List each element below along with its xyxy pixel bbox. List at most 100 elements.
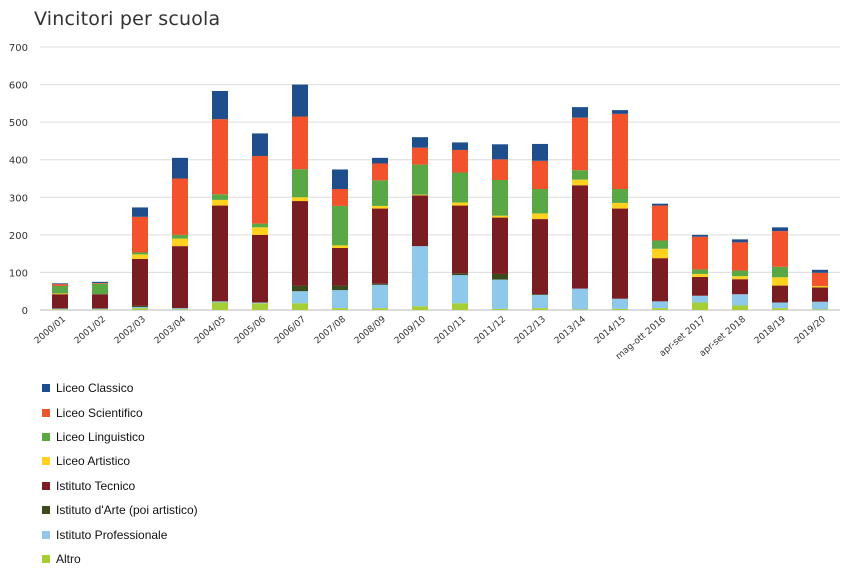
bar-segment bbox=[172, 157, 188, 179]
legend-swatch bbox=[42, 506, 50, 515]
x-tick-label: 2002/03 bbox=[113, 315, 148, 347]
legend: Liceo Classico Liceo Scientifico Liceo Lin… bbox=[42, 376, 198, 571]
legend-label: Istituto Tecnico bbox=[56, 478, 136, 493]
bar-segment bbox=[292, 285, 308, 292]
x-tick-label: 2013/14 bbox=[553, 314, 588, 346]
x-tick-label: 2007/08 bbox=[313, 314, 348, 346]
x-tick-label: 2006/07 bbox=[273, 315, 308, 347]
legend-label: Liceo Linguistico bbox=[56, 429, 145, 444]
legend-swatch bbox=[42, 432, 50, 441]
bar-segment bbox=[412, 194, 428, 196]
bar-segment bbox=[372, 205, 388, 209]
bar-segment bbox=[732, 242, 748, 271]
bar-segment bbox=[412, 147, 428, 165]
bar-segment bbox=[212, 301, 228, 303]
bar-segment bbox=[332, 169, 348, 190]
bar-segment bbox=[252, 302, 268, 304]
bar-segment bbox=[212, 199, 228, 206]
bar-segment bbox=[372, 163, 388, 181]
bar-segment bbox=[572, 179, 588, 186]
bar-segment bbox=[732, 239, 748, 243]
bar-segment bbox=[332, 189, 348, 206]
bar-segment bbox=[532, 219, 548, 295]
bar-segment bbox=[252, 223, 268, 228]
y-tick-label: 100 bbox=[9, 268, 28, 279]
bar-segment bbox=[372, 308, 388, 310]
legend-item: Liceo Classico bbox=[42, 376, 198, 400]
bar-segment bbox=[172, 246, 188, 309]
y-tick-label: 200 bbox=[9, 231, 28, 242]
bar-segment bbox=[772, 277, 788, 286]
y-tick-label: 500 bbox=[9, 118, 28, 129]
bar-segment bbox=[52, 309, 68, 310]
x-tick-label: 2010/11 bbox=[433, 315, 468, 347]
bar-segment bbox=[372, 284, 388, 309]
legend-swatch bbox=[42, 408, 50, 417]
y-tick-label: 700 bbox=[9, 43, 28, 54]
y-axis-ticks: 0 100 200 300 400 500 600 700 bbox=[9, 43, 28, 317]
legend-item: Liceo Linguistico bbox=[42, 425, 198, 449]
bar-segment bbox=[492, 273, 508, 280]
bar-segment bbox=[52, 308, 68, 310]
bar-segment bbox=[132, 207, 148, 217]
legend-label: Liceo Classico bbox=[56, 381, 134, 396]
bar-stack bbox=[492, 144, 508, 310]
bar-segment bbox=[652, 205, 668, 241]
bar-segment bbox=[692, 302, 708, 310]
bar-segment bbox=[452, 275, 468, 304]
bar-segment bbox=[252, 303, 268, 310]
legend-item: Liceo Scientifico bbox=[42, 400, 198, 424]
bar-stack bbox=[652, 203, 668, 310]
bar-segment bbox=[492, 180, 508, 216]
bar-segment bbox=[412, 164, 428, 195]
bar-segment bbox=[532, 143, 548, 161]
bar-segment bbox=[252, 227, 268, 235]
bar-segment bbox=[812, 287, 828, 302]
bar-segment bbox=[252, 234, 268, 303]
bar-stack bbox=[532, 143, 548, 310]
legend-item: Liceo Artistico bbox=[42, 449, 198, 473]
bar-segment bbox=[772, 285, 788, 303]
bar-segment bbox=[412, 306, 428, 310]
bar-segment bbox=[132, 252, 148, 255]
bar-segment bbox=[172, 309, 188, 310]
bar-segment bbox=[572, 117, 588, 171]
bar-segment bbox=[572, 107, 588, 118]
bar-stack bbox=[252, 133, 268, 310]
bar-segment bbox=[332, 245, 348, 249]
legend-item: Istituto d'Arte (poi artistico) bbox=[42, 498, 198, 522]
bar-segment bbox=[332, 290, 348, 309]
bar-segment bbox=[132, 254, 148, 259]
bar-segment bbox=[332, 308, 348, 310]
bar-segment bbox=[132, 305, 148, 307]
x-tick-label: 2005/06 bbox=[233, 314, 268, 346]
bar-segment bbox=[652, 240, 668, 249]
bar-segment bbox=[332, 205, 348, 246]
bar-stack bbox=[52, 283, 68, 310]
bar-segment bbox=[172, 238, 188, 247]
bar-segment bbox=[692, 273, 708, 277]
bar-segment bbox=[292, 169, 308, 198]
bar-stack bbox=[92, 281, 108, 310]
bar-stack bbox=[212, 90, 228, 310]
y-tick-label: 300 bbox=[9, 193, 28, 204]
bar-segment bbox=[812, 285, 828, 288]
bar-segment bbox=[412, 137, 428, 148]
bar-stack bbox=[772, 227, 788, 310]
x-tick-label: 2000/01 bbox=[33, 315, 68, 347]
x-tick-label: 2019/20 bbox=[793, 314, 828, 346]
legend-item: Altro bbox=[42, 547, 198, 571]
bar-segment bbox=[532, 160, 548, 190]
x-tick-label: 2014/15 bbox=[593, 315, 628, 347]
x-tick-label: 2018/19 bbox=[753, 314, 788, 346]
bar-stack bbox=[372, 157, 388, 310]
bar-segment bbox=[492, 217, 508, 274]
bar-segment bbox=[532, 308, 548, 310]
bar-segment bbox=[372, 180, 388, 206]
chart-title: Vincitori per scuola bbox=[34, 8, 221, 30]
bar-segment bbox=[172, 234, 188, 239]
bar-segment bbox=[732, 294, 748, 306]
y-tick-label: 600 bbox=[9, 81, 28, 92]
bar-segment bbox=[532, 294, 548, 295]
